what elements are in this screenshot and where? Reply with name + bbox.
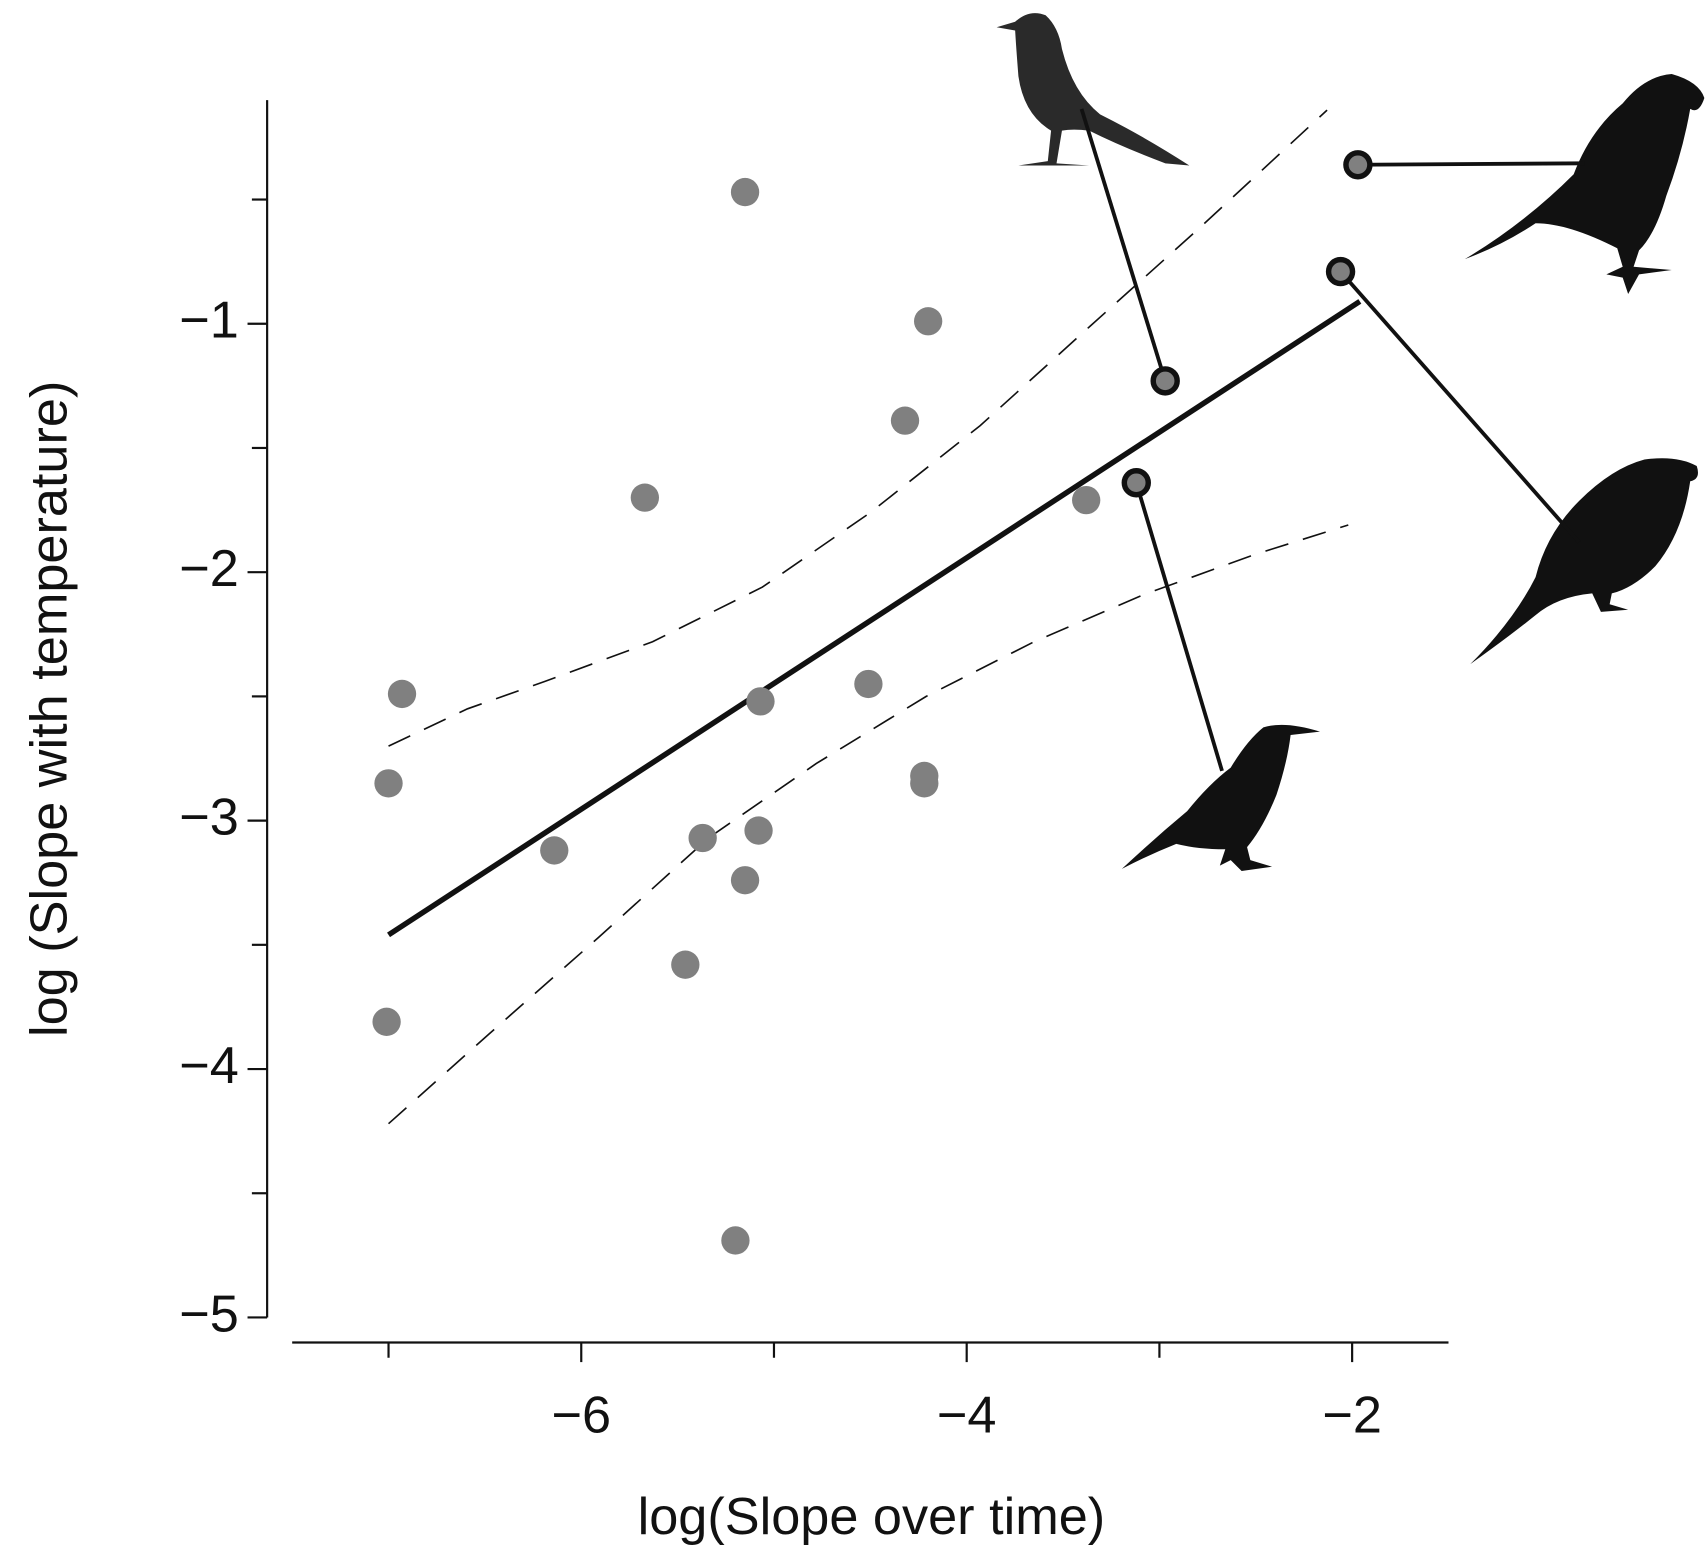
y-axis-title: log (Slope with temperature) [20, 381, 78, 1037]
y-tick-label: −3 [179, 788, 239, 846]
bird-silhouettes [996, 13, 1705, 872]
bird-kestrel [1470, 458, 1698, 665]
x-tick-label: −4 [937, 1387, 997, 1445]
point [913, 307, 943, 336]
point [630, 483, 660, 512]
point [540, 836, 569, 865]
point [730, 177, 760, 207]
point [721, 1226, 750, 1255]
bird-falcon [1464, 74, 1705, 294]
point [890, 406, 920, 435]
point [387, 679, 417, 709]
highlight-point [1150, 366, 1180, 396]
highlight-point [1325, 256, 1356, 287]
highlight-point [1343, 150, 1373, 180]
point [854, 669, 883, 699]
x-tick-label: −6 [551, 1387, 611, 1445]
x-axis-title: log(Slope over time) [638, 1488, 1106, 1546]
point [671, 950, 700, 979]
point [746, 687, 775, 716]
point [688, 823, 717, 853]
x-tick-label: −2 [1322, 1387, 1382, 1445]
connector [1134, 482, 1224, 772]
fit-line [387, 299, 1362, 938]
point [374, 769, 403, 798]
y-tick-label: −1 [179, 292, 239, 350]
bird-starling [1121, 724, 1321, 872]
connector [1357, 161, 1585, 167]
point [910, 769, 939, 798]
bird-top [996, 13, 1190, 166]
ci-lower [387, 524, 1349, 1125]
ci-upper [388, 109, 1328, 747]
point [744, 816, 773, 845]
point [730, 866, 760, 895]
y-tick-label: −5 [179, 1285, 239, 1343]
point [372, 1007, 401, 1036]
y-tick-label: −2 [179, 540, 239, 598]
y-tick-label: −4 [179, 1037, 239, 1095]
point [1072, 485, 1101, 515]
connector [1339, 270, 1581, 544]
connector [1079, 108, 1168, 382]
highlight-point [1121, 468, 1151, 498]
